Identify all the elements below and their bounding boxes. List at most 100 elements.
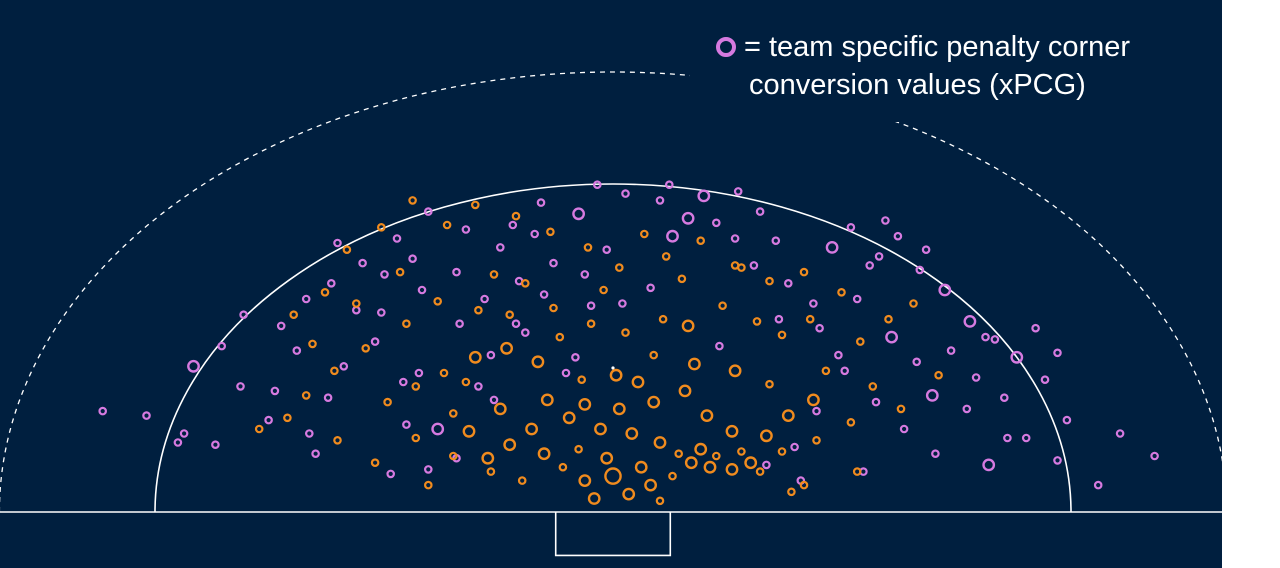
baseline-point <box>658 314 668 324</box>
baseline-point <box>752 317 762 326</box>
team-specific-point <box>304 429 314 438</box>
baseline-point <box>737 263 746 272</box>
baseline-point <box>846 417 856 427</box>
baseline-point <box>540 393 554 407</box>
baseline-point <box>777 330 787 340</box>
team-specific-point <box>1031 323 1040 333</box>
team-specific-point <box>921 245 931 255</box>
baseline-point <box>537 447 551 461</box>
baseline-point <box>283 413 292 423</box>
baseline-point <box>631 375 645 389</box>
baseline-point <box>744 456 758 470</box>
team-specific-point <box>508 220 518 230</box>
baseline-point <box>677 274 687 284</box>
baseline-point <box>411 382 421 391</box>
baseline-point <box>558 462 568 472</box>
baseline-point <box>639 229 649 239</box>
team-specific-point <box>239 310 248 320</box>
baseline-point <box>448 409 458 418</box>
baseline-point <box>668 471 677 481</box>
legend-backdrop <box>690 30 1190 122</box>
team-specific-point <box>982 458 996 472</box>
team-specific-point <box>971 373 981 382</box>
team-specific-point <box>655 196 665 205</box>
baseline-point <box>505 310 515 320</box>
team-specific-point <box>376 308 386 317</box>
team-specific-point <box>179 429 189 438</box>
team-specific-point <box>825 240 839 254</box>
baseline-point <box>644 478 657 492</box>
baseline-point <box>609 368 623 382</box>
outer-dashed-arc <box>0 71 1222 513</box>
goal-outline <box>554 512 672 557</box>
baseline-point <box>694 442 708 456</box>
baseline-point <box>634 460 648 474</box>
baseline-point <box>909 299 918 308</box>
team-specific-point <box>783 278 793 288</box>
team-specific-point <box>899 424 909 434</box>
baseline-point <box>433 296 443 306</box>
penalty-circle-scatter <box>0 30 1222 557</box>
team-specific-point <box>881 216 890 225</box>
team-specific-point <box>236 382 245 391</box>
team-specific-point <box>495 243 505 252</box>
team-specific-point <box>893 231 903 241</box>
baseline-point <box>520 278 530 288</box>
team-specific-point <box>292 346 302 355</box>
baseline-point <box>361 343 371 353</box>
baseline-point <box>799 267 809 277</box>
team-specific-point <box>539 290 549 299</box>
team-specific-point <box>646 283 655 293</box>
team-specific-point <box>1062 415 1072 425</box>
team-specific-point <box>339 361 349 371</box>
baseline-point <box>481 451 495 465</box>
team-specific-point <box>1150 451 1159 461</box>
field-lines <box>0 30 1222 557</box>
baseline-point <box>625 427 639 440</box>
baseline-point <box>737 447 746 456</box>
team-specific-point <box>431 422 445 436</box>
legend-row-1: = team specific penalty corner <box>716 28 1130 66</box>
baseline-point <box>383 397 392 407</box>
team-specific-point <box>586 301 596 311</box>
baseline-point <box>678 384 692 398</box>
baseline-point <box>777 447 787 456</box>
team-specific-point <box>925 388 939 402</box>
baseline-point <box>647 395 661 409</box>
team-specific-point <box>962 404 972 414</box>
team-specific-point <box>697 189 711 203</box>
baseline-point <box>728 364 742 378</box>
baseline-point <box>599 285 608 295</box>
team-specific-point <box>217 341 227 351</box>
team-specific-point <box>187 359 200 373</box>
baseline-point <box>621 328 630 337</box>
team-specific-point <box>323 393 333 403</box>
team-specific-point <box>733 187 743 196</box>
team-specific-point <box>571 352 580 362</box>
baseline-point <box>489 270 499 279</box>
baseline-point <box>531 355 545 369</box>
baseline-point <box>681 319 695 333</box>
baseline-point <box>439 368 449 378</box>
team-specific-point <box>480 294 489 304</box>
baseline-point <box>765 276 774 286</box>
legend-row-2: conversion values (xPCG) <box>716 66 1130 104</box>
baseline-point <box>308 339 317 349</box>
team-specific-point <box>580 270 590 279</box>
team-specific-point <box>536 198 546 207</box>
team-specific-point <box>1093 480 1103 490</box>
baseline-point <box>649 350 659 360</box>
baseline-point <box>799 480 809 490</box>
team-specific-point <box>474 382 483 391</box>
series-team-specific <box>98 180 1159 490</box>
baseline-point <box>583 243 593 252</box>
team-specific-point <box>755 207 765 216</box>
team-specific-point <box>592 180 602 190</box>
shot-marks <box>98 180 1159 506</box>
team-specific-point <box>386 469 396 479</box>
series-baseline <box>254 196 943 506</box>
baseline-point <box>934 370 943 380</box>
baseline-point <box>474 305 483 315</box>
baseline-point <box>320 287 330 297</box>
team-specific-point <box>666 229 679 243</box>
